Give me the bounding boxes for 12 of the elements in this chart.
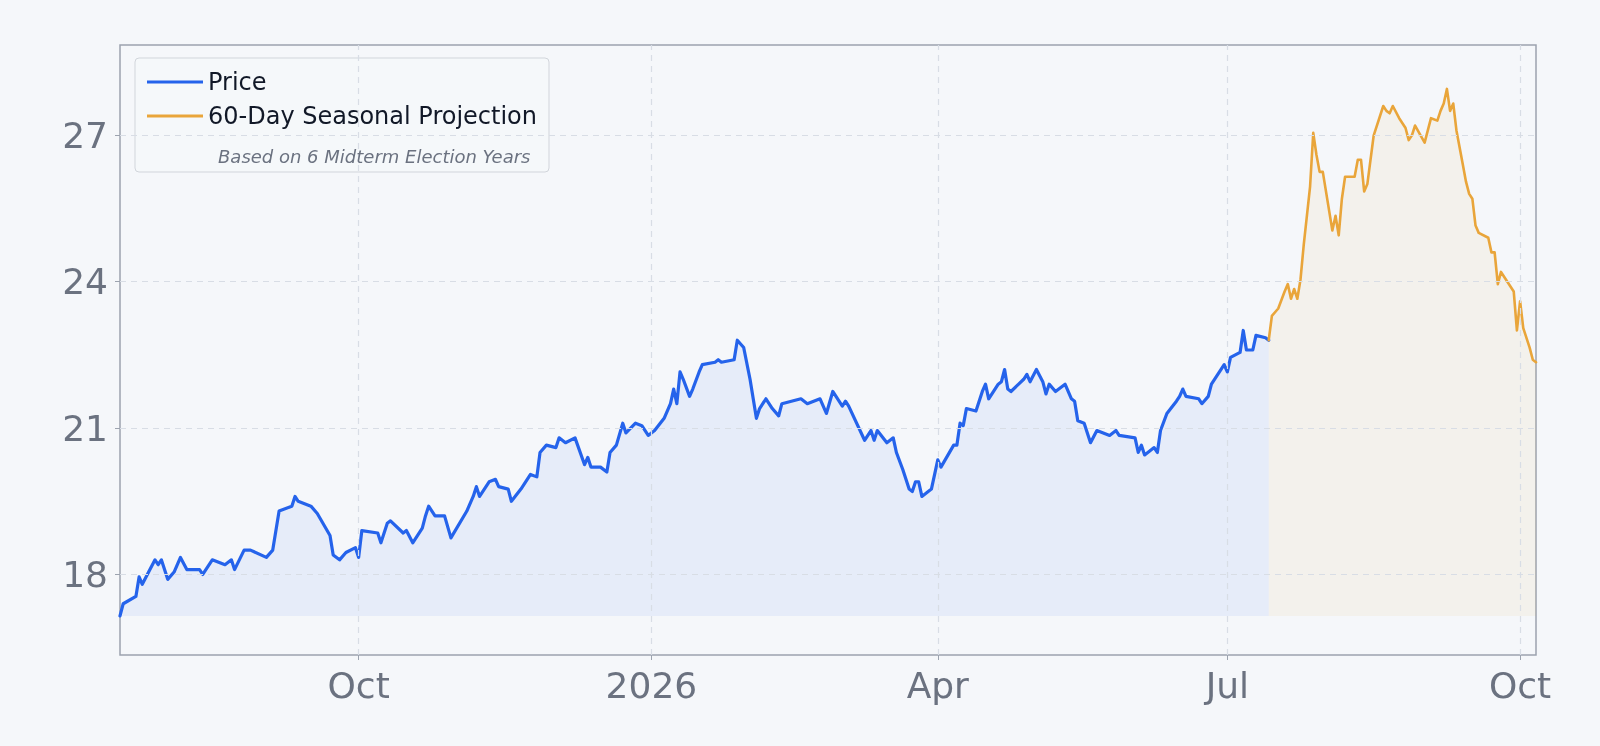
annotation: Based on 6 Midterm Election Years <box>218 145 531 167</box>
y-tick-label: 24 <box>62 261 108 303</box>
y-tick-label: 27 <box>62 114 108 156</box>
x-tick-label: Oct <box>327 664 390 706</box>
x-tick-label: Jul <box>1203 664 1250 706</box>
legend-label: 60-Day Seasonal Projection <box>208 102 538 130</box>
x-tick-label: Apr <box>906 664 970 706</box>
legend-label: Price <box>208 68 267 96</box>
x-tick-label: 2026 <box>605 664 698 706</box>
y-tick-label: 18 <box>62 553 108 595</box>
x-tick-label: Oct <box>1488 664 1552 706</box>
y-tick-label: 21 <box>62 407 108 449</box>
